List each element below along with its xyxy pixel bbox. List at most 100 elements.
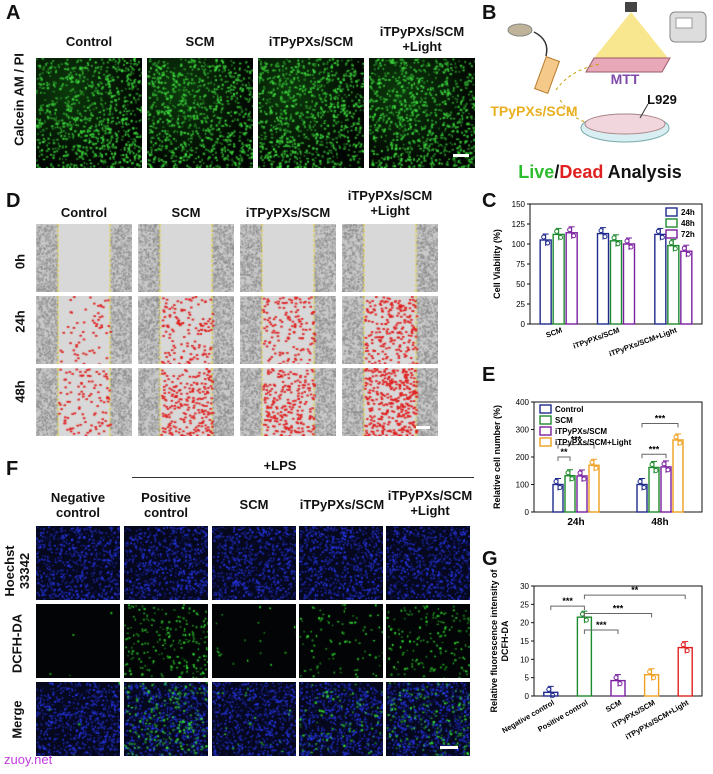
bar bbox=[680, 250, 693, 325]
panel-a-col-scm: SCM bbox=[185, 34, 215, 49]
legend-swatch bbox=[539, 437, 552, 447]
lps-bracket bbox=[132, 477, 474, 478]
chart-c: 0 25 50 75 100 125 150 Cell Viability (%) SCM iTP… bbox=[492, 200, 703, 358]
well-plate-icon bbox=[585, 57, 671, 73]
y-tick-label: 100 bbox=[516, 481, 530, 490]
x-tick-label: iTPyPXs/SCM bbox=[572, 325, 621, 350]
chart-e: 0 100 200 300 400 Relative cell number (%) 24h… bbox=[492, 398, 703, 528]
data-point bbox=[602, 234, 608, 240]
legend-label: Control bbox=[555, 405, 583, 414]
data-point bbox=[615, 241, 621, 247]
y-tick-label: 20 bbox=[520, 619, 529, 628]
y-tick-label: 0 bbox=[525, 692, 530, 701]
scratch-image bbox=[36, 224, 132, 292]
panel-a-letter: A bbox=[6, 2, 21, 24]
mtt-label: MTT bbox=[611, 71, 640, 87]
data-point bbox=[685, 251, 691, 257]
panel-d-col-light: iTPyPXs/SCM +Light bbox=[347, 188, 433, 218]
y-tick-label: 75 bbox=[516, 260, 525, 269]
data-point bbox=[567, 227, 573, 233]
panel-b-schematic: MTT iTPyPXs/SCM L929 Live/Dead Analysis bbox=[490, 2, 707, 182]
data-point bbox=[673, 434, 679, 440]
panel-f-col-negative: Negative control bbox=[50, 490, 106, 520]
panel-b-letter: B bbox=[482, 2, 497, 24]
data-point bbox=[668, 240, 674, 246]
y-tick-label: 300 bbox=[516, 426, 530, 435]
panel-f-col-itpypxs: iTPyPXs/SCM bbox=[299, 497, 385, 512]
scratch-image bbox=[342, 368, 438, 436]
data-point bbox=[684, 648, 690, 654]
data-point bbox=[550, 692, 556, 698]
panel-g-letter: G bbox=[482, 548, 498, 570]
significance-label: *** bbox=[571, 435, 582, 445]
legend-label: 48h bbox=[681, 219, 695, 228]
data-point bbox=[577, 470, 583, 476]
scale-bar bbox=[440, 746, 458, 749]
panel-d-row-0h: 0h bbox=[12, 253, 28, 270]
bar bbox=[622, 243, 636, 325]
bar bbox=[539, 239, 552, 325]
x-tick-label: iTPyPXs/SCM+Light bbox=[624, 698, 691, 742]
data-point bbox=[665, 467, 671, 473]
data-point bbox=[641, 485, 647, 490]
data-point bbox=[613, 675, 619, 681]
panel-d-col-scm: SCM bbox=[171, 205, 201, 220]
data-point bbox=[637, 479, 643, 484]
np-label: iTPyPXs/SCM bbox=[490, 103, 578, 119]
panel-d-row-48h: 48h bbox=[12, 380, 28, 403]
y-tick-label: 100 bbox=[512, 240, 526, 249]
legend-swatch bbox=[539, 404, 552, 414]
significance-bracket bbox=[583, 613, 653, 618]
data-point bbox=[653, 467, 659, 473]
scale-bar bbox=[453, 154, 469, 157]
data-point bbox=[655, 228, 661, 234]
bar bbox=[596, 232, 610, 325]
panel-f-row-dcfh: DCFH-DA bbox=[9, 613, 25, 674]
panel-a-image-light bbox=[369, 58, 475, 168]
panel-a-image-control bbox=[36, 58, 142, 168]
data-point bbox=[617, 681, 623, 687]
bar bbox=[654, 233, 667, 325]
significance-bracket bbox=[583, 629, 619, 634]
data-point bbox=[681, 245, 687, 251]
data-point bbox=[593, 465, 599, 471]
significance-bracket bbox=[550, 605, 585, 611]
panel-a-ylabel: Calcein AM / PI bbox=[11, 53, 27, 146]
panel-f-col-positive: Positive control bbox=[141, 490, 191, 520]
bar bbox=[660, 466, 672, 513]
significance-label: ** bbox=[560, 447, 568, 457]
data-point bbox=[569, 476, 575, 482]
data-point bbox=[581, 476, 587, 482]
scratch-image bbox=[138, 296, 234, 364]
bar bbox=[677, 646, 693, 697]
scratch-image bbox=[240, 368, 336, 436]
y-tick-label: 125 bbox=[512, 220, 526, 229]
legend-swatch bbox=[665, 207, 678, 217]
fluorescence-image bbox=[386, 526, 470, 600]
x-tick-label: SCM bbox=[545, 325, 564, 339]
data-point bbox=[624, 238, 630, 244]
data-point bbox=[647, 669, 653, 675]
panel-a-col-light: iTPyPXs/SCM +Light bbox=[379, 24, 465, 54]
bar bbox=[648, 466, 660, 513]
data-point bbox=[571, 233, 577, 239]
scratch-image bbox=[138, 368, 234, 436]
cell-line-label: L929 bbox=[647, 92, 677, 107]
fluorescence-image bbox=[36, 682, 120, 756]
fluorescence-image bbox=[124, 682, 208, 756]
y-axis-label: Relative fluorescence intensity ofDCFH-D… bbox=[490, 568, 510, 712]
bar bbox=[576, 616, 593, 697]
data-point bbox=[565, 470, 571, 476]
x-tick-label: 48h bbox=[651, 517, 668, 528]
light-cone bbox=[594, 12, 668, 58]
data-point bbox=[649, 461, 655, 467]
y-tick-label: 5 bbox=[525, 674, 530, 683]
significance-bracket bbox=[583, 594, 686, 600]
panel-a-image-itpypxs bbox=[258, 58, 364, 168]
panel-f-col-scm: SCM bbox=[239, 497, 269, 512]
fluorescence-image bbox=[299, 682, 383, 756]
data-point bbox=[598, 228, 604, 234]
legend-label: 72h bbox=[681, 230, 695, 239]
panel-e-letter: E bbox=[482, 364, 496, 386]
fluorescence-image bbox=[386, 682, 470, 756]
